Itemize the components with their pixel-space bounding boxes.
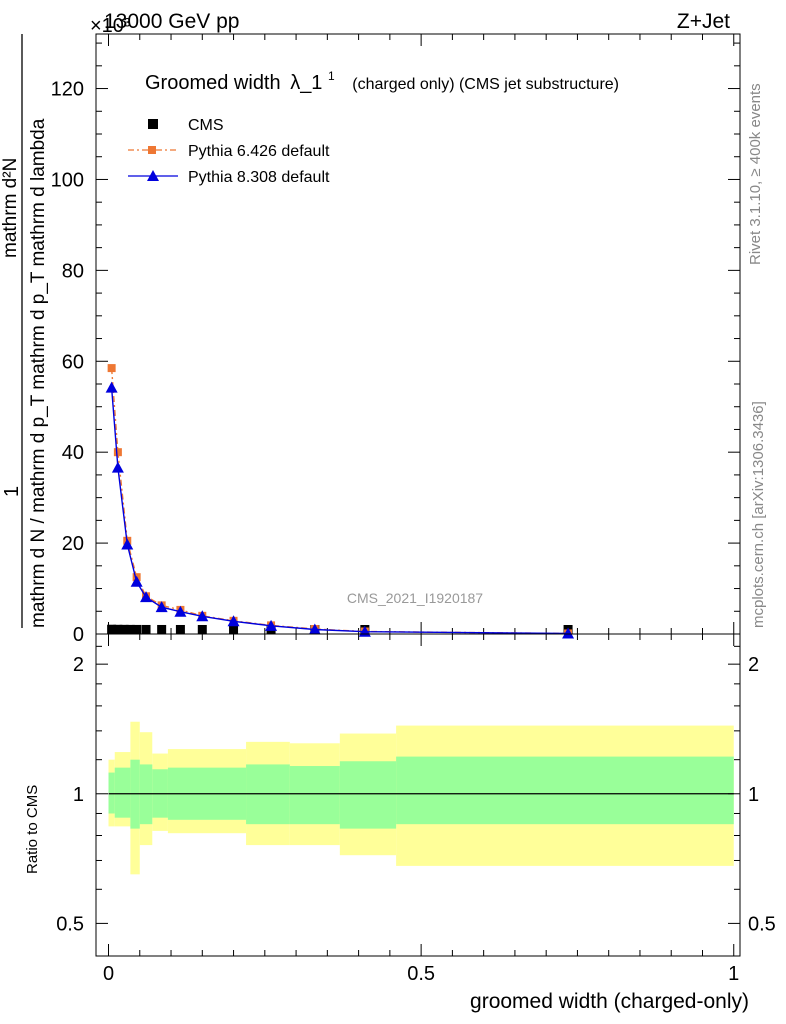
legend-label-pythia6: Pythia 6.426 default bbox=[188, 143, 330, 160]
exponent-label: ×10³ bbox=[90, 15, 131, 37]
ylabel-top: 1 bbox=[1, 486, 23, 497]
data-point-cms bbox=[119, 624, 129, 634]
data-point-pythia8 bbox=[265, 619, 278, 631]
energy-label: 13000 GeV pp bbox=[104, 10, 239, 33]
mcplots-label: mcplots.cern.ch [arXiv:1306.3436] bbox=[750, 401, 767, 628]
data-point-cms bbox=[157, 624, 167, 634]
ratio-tick-label: 1 bbox=[73, 784, 84, 806]
title-main: Groomed width bbox=[145, 72, 281, 94]
data-point-pythia8 bbox=[130, 575, 143, 587]
main-y-axis-label: 1 mathrm d²N mathrm d N / mathrm d p_T m… bbox=[0, 34, 49, 628]
ratio-tick-label: 0.5 bbox=[748, 913, 776, 935]
title-sup: 1 bbox=[328, 69, 335, 83]
process-label: Z+Jet bbox=[677, 10, 730, 33]
ratio-band-inner bbox=[396, 756, 734, 825]
legend-marker-pythia6 bbox=[148, 146, 156, 154]
x-tick-label: 0 bbox=[103, 963, 114, 985]
ylabel-numerator: mathrm d²N bbox=[0, 158, 21, 258]
data-point-pythia6 bbox=[107, 364, 116, 373]
data-point-pythia8 bbox=[111, 461, 124, 473]
ylabel-denominator: mathrm d N / mathrm d p_T mathrm d p_T m… bbox=[28, 118, 49, 628]
series-line-pythia6 bbox=[110, 368, 569, 635]
legend-entry-pythia6: Pythia 6.426 default bbox=[128, 143, 330, 160]
ratio-frame bbox=[95, 633, 741, 957]
ratio-panel: 0 0.5 1 0.5 0.5 1 1 2 2 bbox=[56, 633, 776, 985]
ratio-band-inner bbox=[339, 761, 397, 829]
data-point-pythia8 bbox=[227, 615, 240, 627]
y-tick-label: 120 bbox=[51, 79, 84, 101]
data-point-pythia8 bbox=[155, 601, 168, 613]
data-point-cms bbox=[229, 624, 239, 634]
ratio-tick-label: 0.5 bbox=[56, 913, 84, 935]
data-point-cms bbox=[125, 624, 135, 634]
data-point-pythia8 bbox=[105, 381, 118, 393]
y-tick-label: 0 bbox=[73, 624, 84, 646]
ratio-tick-label: 2 bbox=[748, 654, 759, 676]
data-point-pythia8 bbox=[308, 623, 321, 635]
data-point-pythia8 bbox=[121, 538, 134, 550]
data-point-cms bbox=[132, 624, 142, 634]
x-tick-label: 1 bbox=[728, 963, 739, 985]
ratio-tick-label: 1 bbox=[748, 784, 759, 806]
legend-label-cms: CMS bbox=[188, 117, 224, 134]
y-tick-label: 40 bbox=[62, 442, 84, 464]
data-point-cms bbox=[197, 624, 207, 634]
data-point-cms bbox=[175, 624, 185, 634]
data-point-pythia8 bbox=[196, 610, 209, 622]
x-axis-label: groomed width (charged-only) bbox=[470, 990, 749, 1013]
data-point-pythia6 bbox=[113, 448, 122, 457]
analysis-watermark: CMS_2021_I1920187 bbox=[347, 590, 483, 606]
ratio-y-label: Ratio to CMS bbox=[24, 785, 41, 874]
data-point-pythia8 bbox=[174, 605, 187, 617]
data-point-cms bbox=[141, 624, 151, 634]
title-rest: (charged only) (CMS jet substructure) bbox=[352, 76, 619, 93]
y-tick-label: 20 bbox=[62, 533, 84, 555]
series-line-pythia8 bbox=[110, 387, 569, 635]
legend-entry-cms: CMS bbox=[148, 117, 224, 134]
data-point-cms bbox=[113, 624, 123, 634]
legend-label-pythia8: Pythia 8.308 default bbox=[188, 169, 330, 186]
plot-title: Groomed width λ_1 1 (charged only) (CMS … bbox=[145, 63, 619, 94]
x-tick-label: 0.5 bbox=[407, 963, 435, 985]
legend-marker-square bbox=[148, 119, 158, 129]
y-tick-label: 60 bbox=[62, 351, 84, 373]
legend: CMS Pythia 6.426 default Pythia 8.308 de… bbox=[128, 117, 330, 186]
y-tick-label: 100 bbox=[51, 169, 84, 191]
rivet-label: Rivet 3.1.10, ≥ 400k events bbox=[747, 83, 764, 265]
ratio-band-inner bbox=[108, 772, 115, 814]
y-tick-label: 80 bbox=[62, 260, 84, 282]
ratio-band-inner bbox=[114, 767, 131, 818]
ratio-band-inner bbox=[289, 766, 340, 825]
legend-marker-pythia8 bbox=[147, 170, 159, 181]
legend-entry-pythia8: Pythia 8.308 default bbox=[128, 169, 330, 186]
data-point-pythia8 bbox=[562, 627, 575, 639]
title-lambda: λ_1 bbox=[290, 72, 322, 94]
data-point-pythia8 bbox=[140, 591, 153, 603]
data-point-cms bbox=[107, 624, 117, 634]
ratio-tick-label: 2 bbox=[73, 654, 84, 676]
